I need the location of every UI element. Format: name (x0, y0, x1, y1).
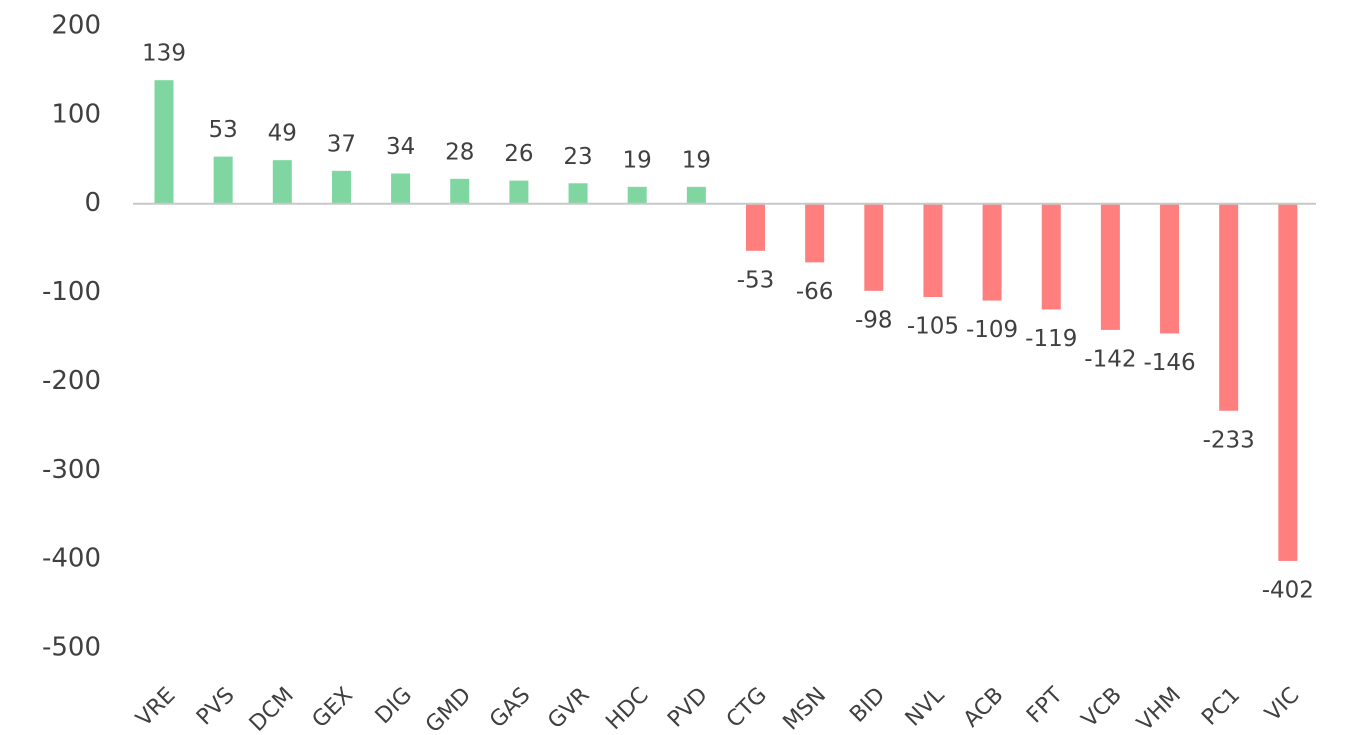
data-label-pvd: 19 (682, 147, 711, 173)
x-category-label: GMD (421, 683, 476, 735)
bar-ctg (746, 203, 765, 251)
y-tick-label: 0 (84, 188, 101, 218)
y-tick-label: 100 (51, 99, 101, 129)
x-category-label: VRE (132, 683, 181, 732)
x-category-label: VCB (1077, 683, 1127, 733)
x-category-label: NVL (901, 682, 950, 731)
x-category-label: VIC (1261, 683, 1305, 727)
bar-vre (154, 80, 174, 204)
x-category-label: PC1 (1197, 683, 1245, 731)
data-label-pvs: 53 (209, 117, 238, 143)
x-category-label: PVS (192, 683, 240, 731)
data-labels: 139 53 49 37 34 28 26 23 19 19 -53 -66 -98 -105 -109 -1… (142, 41, 1314, 604)
x-category-label: FPT (1022, 682, 1068, 728)
x-category-label: GAS (485, 683, 535, 733)
bar-bid (864, 203, 884, 291)
data-label-gex: 37 (327, 131, 356, 157)
x-category-label: HDC (601, 683, 653, 735)
data-label-ctg: -53 (737, 267, 775, 293)
bar-pvs (213, 156, 233, 204)
data-label-bid: -98 (855, 307, 893, 333)
x-category-label: GVR (543, 683, 594, 734)
data-label-gas: 26 (504, 141, 533, 167)
x-category-label: VHM (1133, 683, 1186, 735)
bar-gmd (450, 178, 470, 204)
x-axis-category-labels: VRE PVS DCM GEX DIG GMD GAS GVR HDC PVD CTG MSN BID N… (132, 682, 1305, 735)
data-label-vre: 139 (142, 41, 186, 67)
bar-dig (391, 173, 411, 204)
data-label-vcb: -142 (1084, 346, 1136, 372)
bar-fpt (1041, 203, 1061, 310)
data-label-fpt: -119 (1025, 326, 1077, 352)
x-category-label: PVD (663, 683, 713, 733)
data-label-vic: -402 (1262, 577, 1314, 603)
x-category-label: MSN (779, 683, 832, 735)
y-axis-ticks: 200 100 0 -100 -200 -300 -400 -500 (42, 11, 101, 663)
y-tick-label: 200 (51, 11, 101, 41)
data-label-dig: 34 (386, 134, 415, 160)
data-label-acb: -109 (966, 317, 1018, 343)
bar-nvl (923, 203, 943, 298)
x-category-label: DCM (245, 683, 299, 735)
x-category-label: GEX (308, 683, 358, 733)
x-category-label: BID (845, 683, 890, 728)
data-label-gvr: 23 (563, 144, 592, 170)
y-tick-label: -500 (42, 633, 101, 663)
y-tick-label: -200 (42, 366, 101, 396)
bar-vhm (1160, 203, 1180, 334)
bar-msn (805, 203, 825, 263)
bar-gas (509, 180, 529, 204)
x-category-label: CTG (722, 683, 772, 733)
y-tick-label: -100 (42, 277, 101, 307)
data-label-gmd: 28 (445, 139, 474, 165)
y-tick-label: -300 (42, 455, 101, 485)
bar-hdc (627, 186, 647, 204)
data-label-nvl: -105 (907, 314, 959, 340)
x-category-label: DIG (371, 683, 417, 729)
bar-gvr (568, 183, 588, 204)
data-label-hdc: 19 (623, 147, 652, 173)
data-label-vhm: -146 (1143, 350, 1195, 376)
data-label-msn: -66 (796, 279, 834, 305)
bar-vcb (1100, 203, 1120, 330)
bar-vic (1278, 203, 1298, 561)
y-tick-label: -400 (42, 544, 101, 574)
bar-pvd (686, 186, 706, 204)
x-category-label: ACB (959, 683, 1009, 733)
bar-gex (331, 170, 351, 204)
bar-pc1 (1219, 203, 1239, 411)
bar-dcm (272, 160, 292, 204)
bars (154, 80, 1298, 561)
bar-acb (982, 203, 1002, 301)
data-label-pc1: -233 (1203, 427, 1255, 453)
data-label-dcm: 49 (268, 121, 297, 147)
